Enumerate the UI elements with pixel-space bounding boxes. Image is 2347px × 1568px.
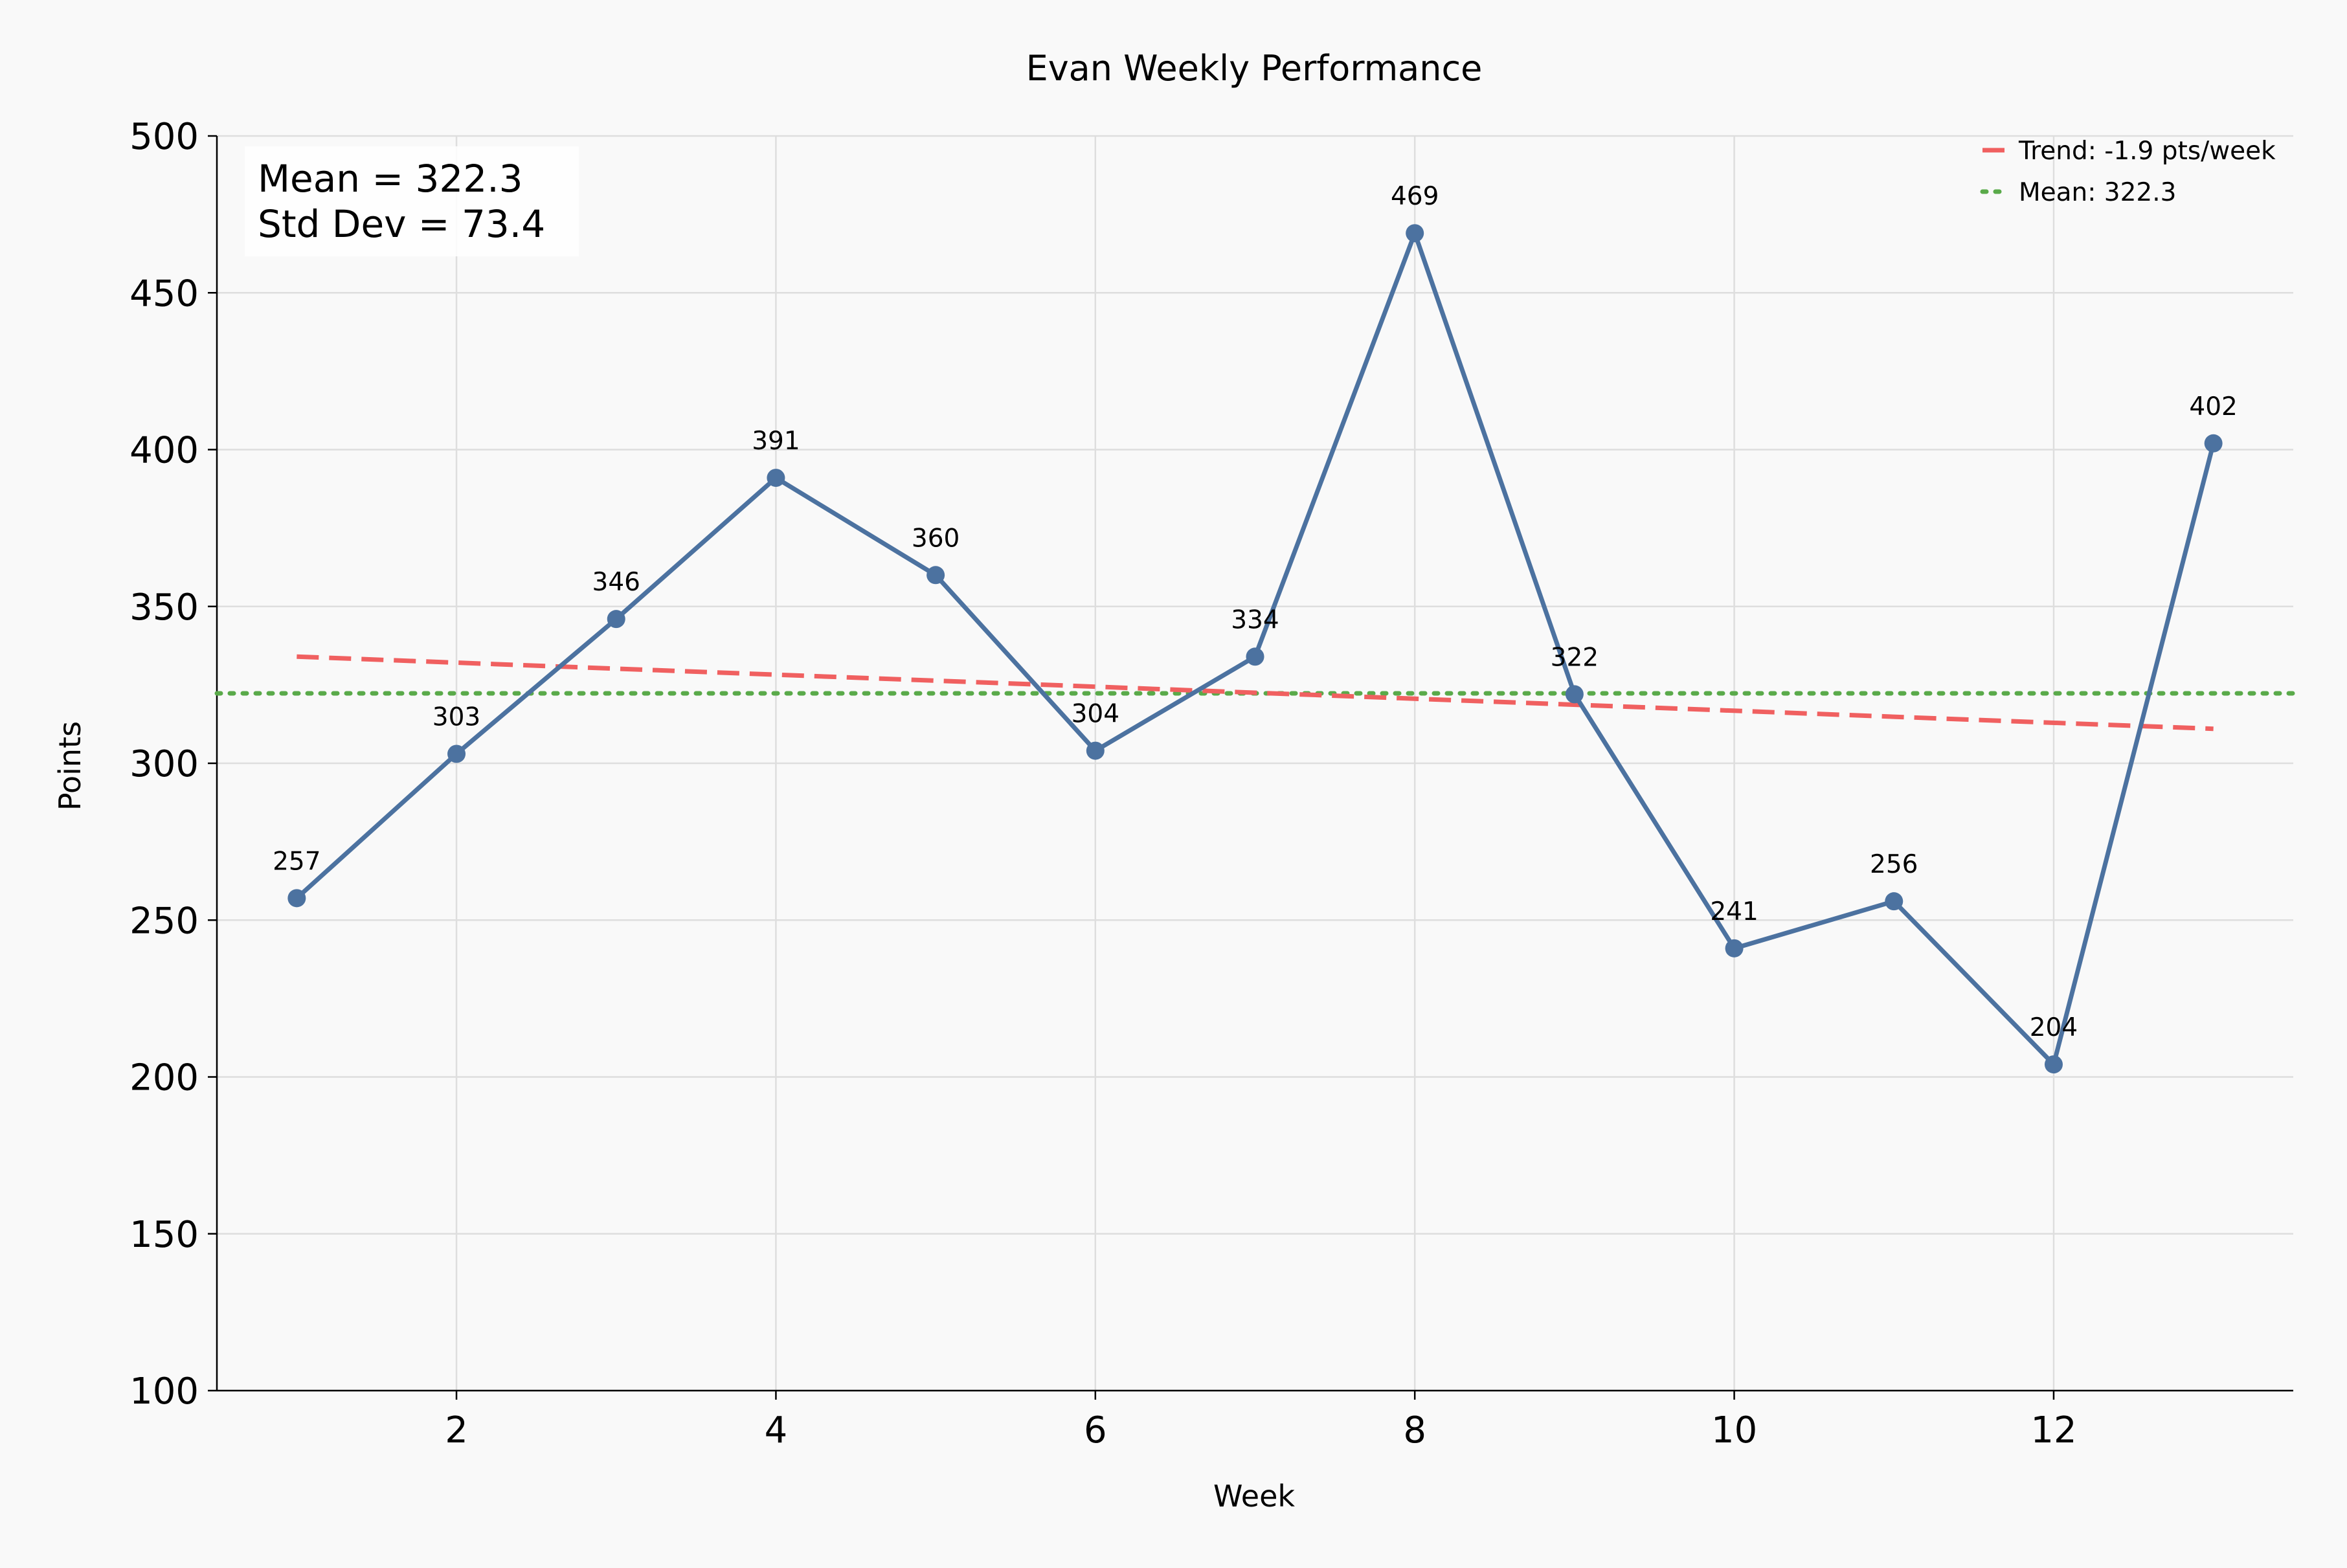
data-point-week-3 bbox=[607, 610, 625, 629]
data-points bbox=[287, 224, 2223, 1074]
x-tick-label-8: 8 bbox=[1403, 1409, 1426, 1451]
stats-std-text: Std Dev = 73.4 bbox=[258, 202, 545, 246]
x-tick-label-2: 2 bbox=[445, 1409, 468, 1451]
data-point-week-9 bbox=[1565, 685, 1584, 704]
data-label-week-2: 303 bbox=[432, 702, 480, 732]
data-point-week-2 bbox=[447, 745, 466, 763]
data-label-week-13: 402 bbox=[2189, 392, 2237, 421]
y-tick-label-150: 150 bbox=[129, 1214, 199, 1256]
data-point-week-10 bbox=[1725, 939, 1744, 958]
data-label-week-11: 256 bbox=[1870, 850, 1918, 879]
data-label-week-8: 469 bbox=[1391, 182, 1439, 211]
data-point-week-7 bbox=[1246, 647, 1264, 666]
x-axis-label: Week bbox=[1213, 1479, 1295, 1514]
grid bbox=[217, 135, 2293, 1392]
data-point-week-5 bbox=[926, 566, 945, 585]
y-tick-label-500: 500 bbox=[129, 116, 199, 158]
y-tick-label-350: 350 bbox=[129, 587, 199, 629]
data-label-week-4: 391 bbox=[752, 427, 800, 456]
y-tick-label-100: 100 bbox=[129, 1371, 199, 1413]
data-point-week-13 bbox=[2204, 434, 2223, 453]
y-tick-label-300: 300 bbox=[129, 743, 199, 785]
x-tick-label-10: 10 bbox=[1711, 1409, 1757, 1451]
y-tick-label-450: 450 bbox=[129, 273, 199, 315]
y-tick-label-250: 250 bbox=[129, 900, 199, 942]
x-axis-ticks: 2 4 6 8 10 12 bbox=[445, 1391, 2077, 1451]
data-point-week-11 bbox=[1885, 892, 1903, 911]
x-tick-label-4: 4 bbox=[765, 1409, 788, 1451]
data-point-week-12 bbox=[2044, 1055, 2063, 1074]
data-label-week-3: 346 bbox=[592, 568, 640, 597]
data-point-week-4 bbox=[767, 469, 785, 487]
legend-mean-label: Mean: 322.3 bbox=[2019, 178, 2176, 207]
data-label-week-9: 322 bbox=[1551, 643, 1599, 672]
data-label-week-6: 304 bbox=[1072, 700, 1119, 729]
data-labels: 257 303 346 391 360 304 334 469 322 241 256 204 402 bbox=[273, 182, 2238, 1042]
legend-trend-label: Trend: -1.9 pts/week bbox=[2018, 137, 2276, 166]
y-tick-label-400: 400 bbox=[129, 430, 199, 472]
x-tick-label-6: 6 bbox=[1084, 1409, 1107, 1451]
chart-title: Evan Weekly Performance bbox=[1026, 48, 1483, 89]
legend: Trend: -1.9 pts/week Mean: 322.3 bbox=[1980, 137, 2276, 207]
stats-box: Mean = 322.3 Std Dev = 73.4 bbox=[245, 146, 579, 256]
x-tick-label-12: 12 bbox=[2030, 1409, 2076, 1451]
stats-mean-text: Mean = 322.3 bbox=[258, 157, 523, 201]
data-label-week-7: 334 bbox=[1231, 605, 1279, 634]
data-label-week-12: 204 bbox=[2030, 1013, 2078, 1042]
data-point-week-8 bbox=[1406, 224, 1424, 243]
y-axis-ticks: 100 150 200 250 300 350 400 450 500 bbox=[129, 116, 217, 1413]
trend-line bbox=[297, 654, 2214, 732]
data-label-week-5: 360 bbox=[912, 524, 960, 553]
data-point-week-1 bbox=[287, 889, 306, 908]
y-axis-label: Points bbox=[52, 721, 87, 811]
y-tick-label-200: 200 bbox=[129, 1057, 199, 1099]
data-label-week-1: 257 bbox=[273, 847, 320, 876]
data-label-week-10: 241 bbox=[1710, 897, 1758, 926]
data-point-week-6 bbox=[1086, 741, 1105, 760]
stats-box-background bbox=[245, 146, 579, 256]
